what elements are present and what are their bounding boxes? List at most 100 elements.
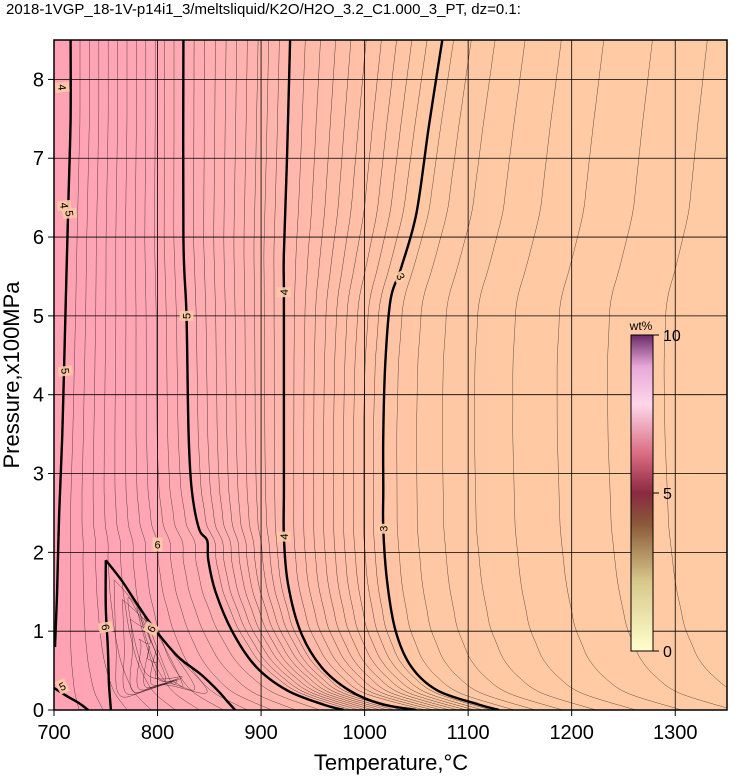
thin-contour-32: [134, 40, 224, 710]
labeled-contour-lines: [54, 40, 500, 710]
y-tick-label-8: 8: [33, 69, 44, 91]
thin-contour-15: [213, 40, 366, 710]
x-tick-label-1: 800: [141, 722, 174, 744]
contour-label-12: 5: [54, 677, 70, 695]
contour-label-bg-3: [276, 531, 291, 542]
thin-contour-29: [163, 40, 296, 710]
thin-contour-41: [129, 619, 184, 693]
y-tick-label-5: 5: [33, 306, 44, 328]
contour-label-bg-9: [98, 621, 114, 634]
contour-label-text-3: 4: [279, 534, 291, 540]
thin-contour-34: [114, 40, 176, 710]
contour-label-10: 6: [142, 621, 160, 637]
contour-label-2: 4: [276, 287, 291, 298]
colorbar-ticks: 0 5 10: [653, 328, 681, 661]
thin-contour-19: [416, 40, 536, 710]
contour-label-text-10: 6: [145, 624, 158, 635]
x-tick-label-6: 1300: [653, 722, 698, 744]
grid-lines: [54, 40, 727, 710]
contour-label-bg-11: [152, 537, 163, 552]
contour-label-bg-2: [276, 287, 291, 298]
contour-label-11: 6: [152, 537, 163, 552]
contour-label-3: 4: [276, 531, 291, 542]
colorbar: wt% 0 5 10: [629, 319, 681, 661]
contour-line-6-4: [104, 560, 113, 710]
contour-label-text-12: 5: [57, 681, 68, 694]
contour-label-bg-12: [54, 677, 70, 695]
contour-label-bg-1: [376, 523, 391, 534]
contour-label-text-2: 4: [279, 289, 291, 295]
thin-contour-21: [474, 40, 597, 710]
thin-contour-33: [125, 40, 200, 710]
contour-label-bg-7: [56, 199, 72, 212]
x-tick-label-2: 900: [244, 722, 277, 744]
thin-contour-7: [303, 40, 434, 710]
x-tick-label-5: 1200: [549, 722, 594, 744]
y-tick-label-7: 7: [33, 148, 44, 170]
colorbar-tick-label-1: 5: [663, 486, 672, 503]
thin-contour-6: [313, 40, 442, 710]
colorbar-unit: wt%: [629, 319, 653, 333]
contour-label-bg-5: [57, 365, 73, 377]
thin-contour-31: [144, 40, 248, 710]
contour-label-text-0: 3: [393, 271, 406, 282]
thin-contour-9: [273, 40, 410, 710]
contour-label-text-4: 5: [182, 313, 194, 319]
contour-line-5-3: [54, 40, 72, 647]
y-tick-label-3: 3: [33, 464, 44, 486]
x-tick-label-0: 700: [37, 722, 70, 744]
y-tick-label-6: 6: [33, 227, 44, 249]
thin-contour-2: [353, 40, 475, 710]
thin-contour-36: [92, 40, 128, 710]
thin-contour-4: [333, 40, 458, 710]
plot-frame: [53, 39, 728, 711]
contour-label-text-9: 6: [98, 623, 111, 631]
thin-contour-23: [556, 40, 682, 710]
thin-contour-13: [233, 40, 381, 710]
thin-contour-37: [81, 40, 104, 710]
x-tick-label-3: 1000: [342, 722, 387, 744]
x-axis-ticks: 700 800 900 1000 1100 1200 1300: [37, 710, 697, 744]
thin-contour-24: [607, 40, 727, 709]
thin-contour-38: [70, 40, 81, 710]
thin-contour-42: [136, 616, 177, 691]
thin-contour-22: [512, 40, 636, 710]
thin-contour-8: [293, 40, 425, 710]
thin-contour-28: [173, 40, 320, 710]
contour-label-bg-10: [142, 621, 160, 637]
y-tick-label-2: 2: [33, 542, 44, 564]
thin-contour-16: [203, 40, 359, 710]
thin-contour-26: [726, 348, 727, 389]
thin-contour-44: [127, 597, 183, 686]
contour-label-7: 4: [56, 199, 72, 212]
chart-title: 2018-1VGP_18-1V-p14i1_3/meltsliquid/K2O/…: [6, 1, 521, 18]
contour-label-bg-0: [392, 268, 410, 285]
contour-line-6-5: [104, 559, 237, 710]
contour-label-6: 5: [62, 207, 78, 220]
contour-label-4: 5: [179, 310, 194, 321]
thin-contour-0: [372, 40, 491, 710]
contour-line-3-0: [381, 40, 500, 710]
y-axis-label: Pressure,x100MPa: [0, 281, 24, 469]
y-axis-ticks: 0 1 2 3 4 5 6 7 8: [33, 69, 54, 722]
thin-contour-43: [136, 607, 179, 688]
contour-line-4-1: [282, 40, 417, 710]
y-tick-label-4: 4: [33, 385, 44, 407]
thin-contour-25: [663, 40, 727, 688]
colorbar-tick-label-0: 0: [663, 644, 672, 661]
contour-label-bg-6: [62, 207, 78, 220]
thin-contour-3: [343, 40, 467, 710]
thin-contour-39: [113, 579, 208, 698]
contour-label-0: 3: [392, 268, 410, 285]
contour-label-text-8: 4: [55, 84, 68, 91]
contour-label-bg-4: [179, 310, 194, 321]
thin-contour-30: [154, 40, 272, 710]
thin-contour-11: [253, 40, 395, 710]
contour-label-text-7: 4: [57, 202, 70, 209]
thin-contour-18: [396, 40, 515, 710]
thin-contour-35: [103, 40, 152, 710]
x-tick-label-4: 1100: [447, 722, 490, 744]
contour-label-9: 6: [98, 621, 114, 634]
